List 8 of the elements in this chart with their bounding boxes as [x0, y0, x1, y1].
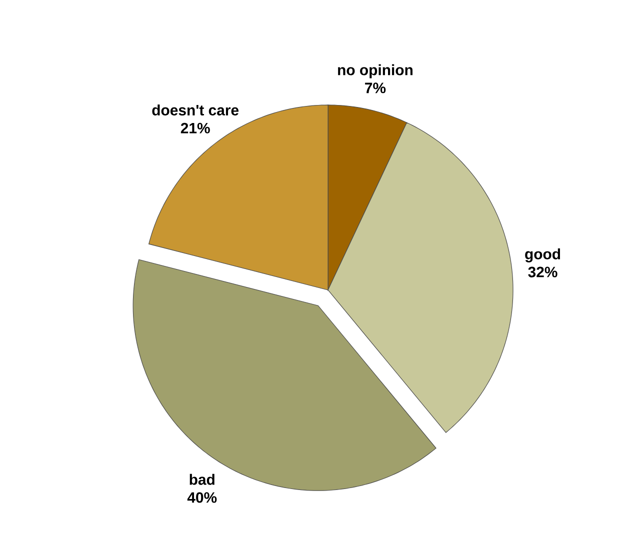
data-label: 40% [187, 492, 217, 503]
slice-label: good [525, 248, 560, 262]
slice-label: no opinion [338, 64, 412, 78]
slice-label: bad [190, 474, 214, 485]
data-label: 32% [528, 266, 558, 278]
data-label: 7% [365, 82, 386, 94]
data-label: 21% [180, 122, 210, 134]
slice-label: doesn't care [152, 104, 239, 116]
